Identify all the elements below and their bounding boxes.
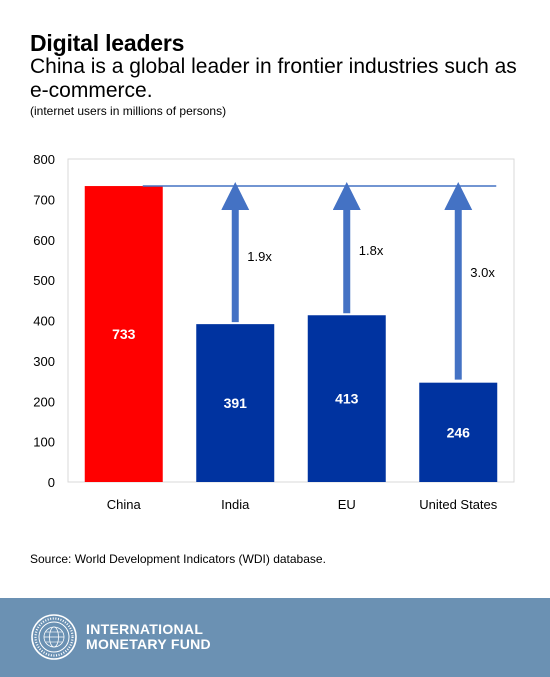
x-tick-label: India: [221, 497, 250, 512]
chart-subtitle: China is a global leader in frontier ind…: [30, 55, 517, 102]
y-tick-label: 400: [33, 314, 55, 329]
x-tick-label: China: [107, 497, 142, 512]
org-name-line1: INTERNATIONAL: [86, 621, 204, 637]
source-note: Source: World Development Indicators (WD…: [30, 552, 326, 566]
footer-bar: INTERNATIONAL MONETARY FUND: [0, 598, 550, 677]
bar-united-states: [419, 382, 498, 482]
chart-title: Digital leaders: [30, 30, 185, 56]
organization-name: INTERNATIONAL MONETARY FUND: [86, 622, 211, 652]
y-tick-label: 800: [33, 152, 55, 167]
value-label: 733: [112, 326, 136, 342]
y-tick-label: 500: [33, 273, 55, 288]
y-tick-label: 0: [48, 475, 55, 490]
y-tick-label: 200: [33, 394, 55, 409]
multiplier-label: 3.0x: [470, 265, 495, 280]
plot-area-border: [67, 158, 515, 483]
x-tick-label: United States: [419, 497, 498, 512]
value-label: 246: [447, 424, 471, 440]
imf-seal-logo: [31, 614, 77, 660]
bar-china: [84, 186, 163, 482]
x-tick-label: EU: [338, 497, 356, 512]
y-tick-label: 300: [33, 354, 55, 369]
multiplier-label: 1.9x: [247, 249, 272, 264]
bar-eu: [307, 315, 386, 482]
bar-chart: 0 100 200 300 400 500 600 700 800 1.9x 1.8x 3.0x 733…: [33, 152, 515, 512]
multiplier-label: 1.8x: [359, 243, 384, 258]
value-label: 413: [335, 391, 359, 407]
bar-india: [196, 324, 275, 482]
y-tick-label: 100: [33, 435, 55, 450]
y-tick-label: 600: [33, 233, 55, 248]
value-label: 391: [224, 395, 248, 411]
y-tick-label: 700: [33, 192, 55, 207]
units-note: (internet users in millions of persons): [30, 104, 227, 118]
org-name-line2: MONETARY FUND: [86, 636, 211, 652]
